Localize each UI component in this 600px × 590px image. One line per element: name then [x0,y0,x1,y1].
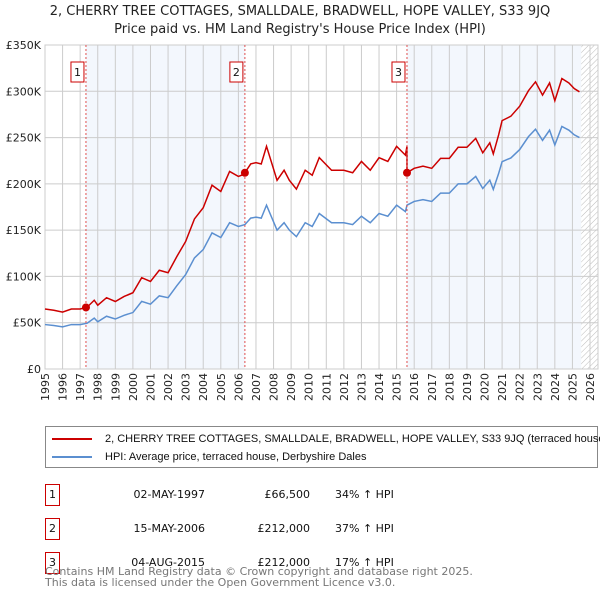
x-tick-label: 2016 [408,373,421,401]
x-tick-label: 2007 [250,373,263,401]
sale-row: 1 02-MAY-1997 £66,500 34% ↑ HPI [45,484,445,506]
sale-label-box [229,61,244,83]
sale-marker-badge: 1 [45,484,60,506]
sale-marker-badge: 3 [45,552,60,574]
chart-title: 2, CHERRY TREE COTTAGES, SMALLDALE, BRAD… [49,4,551,19]
sale-hpi-diff: 37% ↑ HPI [335,522,394,535]
sale-label: 1 [74,66,81,79]
x-tick-label: 2020 [479,373,492,401]
shaded-period [406,45,582,369]
legend: 2, CHERRY TREE COTTAGES, SMALLDALE, BRAD… [45,426,600,468]
x-tick-label: 2019 [461,373,474,401]
x-tick-label: 2004 [197,373,210,401]
x-tick-label: 2010 [303,373,316,401]
blue-line-swatch [52,456,92,458]
x-tick-label: 2012 [338,373,351,401]
y-tick-label: £150K [6,224,42,237]
sale-row: 2 15-MAY-2006 £212,000 37% ↑ HPI [45,518,445,540]
x-tick-label: 2005 [215,373,228,401]
sale-label: 3 [395,66,402,79]
chart-subtitle: Price paid vs. HM Land Registry's House … [114,22,486,37]
x-tick-label: 2018 [443,373,456,401]
x-tick-label: 2003 [180,373,193,401]
y-tick-label: £250K [6,132,42,145]
legend-label: HPI: Average price, terraced house, Derb… [105,451,367,463]
x-tick-label: 2023 [531,373,544,401]
x-tick-label: 1998 [92,373,105,401]
y-tick-label: £350K [6,39,42,52]
sale-hpi-diff: 34% ↑ HPI [335,488,394,501]
x-tick-label: 2024 [549,373,562,401]
x-tick-label: 2006 [232,373,245,401]
x-tick-label: 2026 [584,373,597,401]
footer-licence: This data is licensed under the Open Gov… [45,576,396,589]
y-tick-label: £50K [13,317,42,330]
x-tick-label: 1996 [57,373,70,401]
sale-label-box [391,61,406,83]
x-tick-label: 2015 [391,373,404,401]
x-tick-label: 2008 [268,373,281,401]
x-tick-label: 2022 [514,373,527,401]
x-tick-label: 2013 [355,373,368,401]
x-tick-label: 1995 [39,373,52,401]
sale-date: 15-MAY-2006 [133,522,205,535]
plot-border [44,44,599,370]
sale-label: 2 [233,66,240,79]
y-tick-label: £0 [27,363,41,376]
sale-price: £212,000 [257,522,311,535]
sale-label-box [70,61,85,83]
sale-point [81,303,90,312]
red-line-swatch [52,438,92,440]
price-chart: 1995 1996 1997 1998 1999 2000 2001 2002 2003 2004… [6,39,599,401]
sale-point [402,168,411,177]
legend-label: 2, CHERRY TREE COTTAGES, SMALLDALE, BRAD… [105,433,600,445]
legend-item-price-paid: 2, CHERRY TREE COTTAGES, SMALLDALE, BRAD… [52,431,600,447]
sale-row: 3 04-AUG-2015 £212,000 17% ↑ HPI [45,552,445,574]
y-tick-label: £100K [6,270,42,283]
sale-price: £212,000 [257,556,311,569]
y-tick-label: £300K [6,85,42,98]
sale-hpi-diff: 17% ↑ HPI [335,556,394,569]
x-tick-label: 2025 [566,373,579,401]
sale-date: 02-MAY-1997 [133,488,205,501]
x-tick-label: 2021 [496,373,509,401]
sale-point [240,168,249,177]
x-tick-label: 2009 [285,373,298,401]
price-paid-line [44,77,580,313]
footer-copyright: Contains HM Land Registry data © Crown c… [45,565,473,578]
x-tick-label: 2001 [144,373,157,401]
x-tick-label: 1997 [74,373,87,401]
x-tick-label: 1999 [109,373,122,401]
legend-item-hpi: HPI: Average price, terraced house, Derb… [52,449,366,465]
x-tick-label: 2017 [426,373,439,401]
sale-marker-badge: 2 [45,518,60,540]
x-tick-label: 2000 [127,373,140,401]
sale-date: 04-AUG-2015 [131,556,205,569]
x-tick-label: 2014 [373,373,386,401]
sale-price: £66,500 [264,488,311,501]
hpi-line [44,125,580,328]
x-tick-label: 2002 [162,373,175,401]
x-tick-label: 2011 [320,373,333,401]
shaded-period [85,45,245,369]
y-tick-label: £200K [6,178,42,191]
